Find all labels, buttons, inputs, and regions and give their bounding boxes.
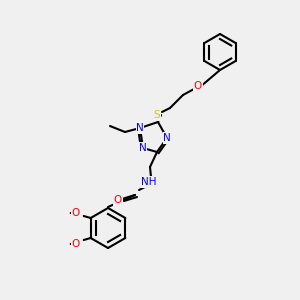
Text: O: O: [72, 208, 80, 218]
Text: O: O: [72, 239, 80, 249]
Text: N: N: [163, 133, 171, 143]
Text: O: O: [194, 81, 202, 91]
Text: NH: NH: [141, 177, 157, 187]
Text: N: N: [139, 143, 147, 153]
Text: N: N: [136, 123, 144, 133]
Text: O: O: [114, 195, 122, 205]
Text: S: S: [154, 110, 160, 120]
